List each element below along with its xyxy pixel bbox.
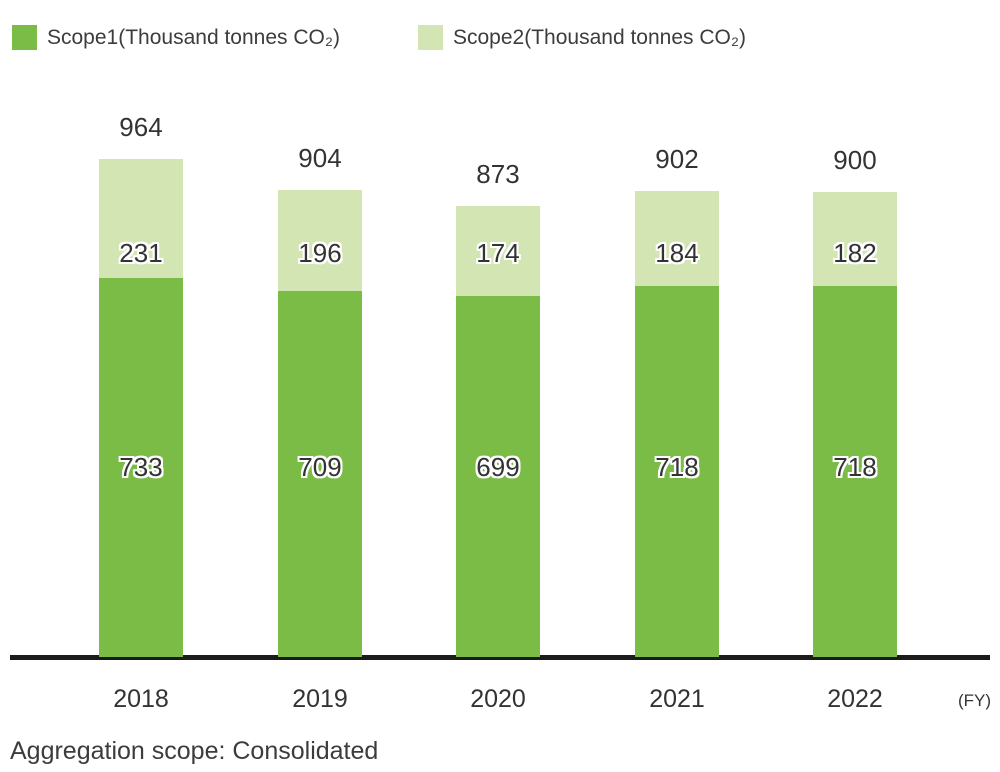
bar-2019-segment-scope1 <box>278 291 362 657</box>
scope2-value-label-2019: 196 <box>298 238 342 268</box>
total-label-2021: 902 <box>655 144 699 174</box>
total-label-2020: 873 <box>476 159 520 189</box>
total-label-2018: 964 <box>119 112 163 142</box>
legend-label-scope1: Scope1(Thousand tonnes CO₂) <box>47 25 340 49</box>
x-tick-label-2022: 2022 <box>827 685 883 713</box>
scope1-value-label-2021: 718 <box>655 452 699 482</box>
scope2-value-label-2022: 182 <box>833 238 877 268</box>
legend-item-scope2: Scope2(Thousand tonnes CO₂) <box>418 25 746 50</box>
aggregation-scope-footnote: Aggregation scope: Consolidated <box>10 737 379 765</box>
legend-label-scope2: Scope2(Thousand tonnes CO₂) <box>453 25 746 49</box>
x-tick-label-2019: 2019 <box>292 685 348 713</box>
legend-swatch-scope2 <box>418 25 443 50</box>
scope1-value-label-2022: 718 <box>833 452 877 482</box>
bar-2022-segment-scope2 <box>813 192 897 286</box>
total-label-2019: 904 <box>298 143 342 173</box>
bar-2018-segment-scope2 <box>99 159 183 278</box>
x-tick-label-2018: 2018 <box>113 685 169 713</box>
bar-2018-segment-scope1 <box>99 278 183 657</box>
scope2-value-label-2020: 174 <box>476 238 520 268</box>
scope2-value-label-2021: 184 <box>655 238 699 268</box>
x-axis-line <box>10 655 990 660</box>
x-tick-label-2021: 2021 <box>649 685 705 713</box>
bar-2019-segment-scope2 <box>278 190 362 291</box>
total-label-2022: 900 <box>833 145 877 175</box>
legend-item-scope1: Scope1(Thousand tonnes CO₂) <box>12 25 340 50</box>
x-axis-unit-label: (FY) <box>958 691 992 710</box>
bar-2020-segment-scope1 <box>456 296 540 657</box>
legend-swatch-scope1 <box>12 25 37 50</box>
x-tick-label-2020: 2020 <box>470 685 526 713</box>
scope1-value-label-2020: 699 <box>476 452 520 482</box>
bar-2021-segment-scope2 <box>635 191 719 286</box>
scope1-value-label-2018: 733 <box>119 452 163 482</box>
bar-2022-segment-scope1 <box>813 286 897 657</box>
scope1-value-label-2019: 709 <box>298 452 342 482</box>
scope2-value-label-2018: 231 <box>119 238 163 268</box>
bar-2021-segment-scope1 <box>635 286 719 657</box>
bar-2020-segment-scope2 <box>456 206 540 296</box>
